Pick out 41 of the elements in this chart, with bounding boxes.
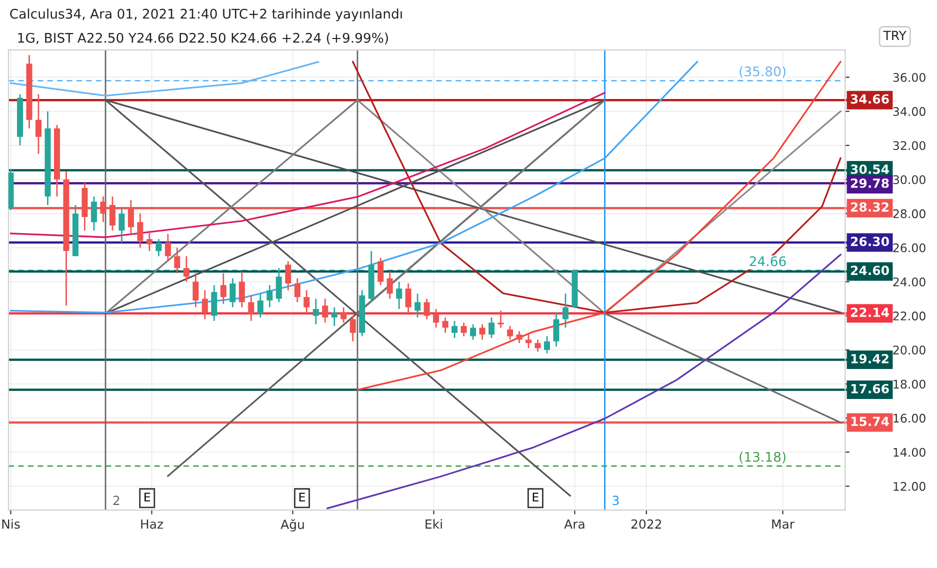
- ref-line-label: 29.78: [850, 178, 889, 188]
- y-tick-label: 16.00: [894, 414, 926, 423]
- ref-line-label: 26.30: [850, 236, 889, 246]
- ref-line-label: 19.42: [851, 354, 888, 364]
- ref-line-label: 28.32: [850, 202, 888, 212]
- x-tick-label: Haz: [141, 519, 164, 529]
- x-tick-label: Ara: [564, 519, 584, 529]
- y-tick-label: 22.00: [893, 312, 926, 320]
- ref-line-label: 2: [113, 496, 120, 505]
- y-tick-label: 14.00: [894, 448, 926, 457]
- x-tick-label: Nis: [2, 519, 20, 529]
- x-tick-label: Mar: [772, 519, 795, 529]
- ref-line-label: 15.74: [851, 416, 889, 426]
- ref-line-label: 34.66: [850, 94, 889, 104]
- annotation: E: [144, 492, 150, 502]
- annotation: E: [299, 492, 305, 502]
- y-tick-label: 28.00: [893, 209, 926, 218]
- y-tick-label: 26.00: [893, 243, 926, 252]
- text: TRY: [883, 30, 906, 40]
- ref-line-label: (35.80): [740, 66, 786, 78]
- x-tick-label: Eki: [426, 519, 442, 529]
- ref-line-label: 30.54: [850, 164, 889, 174]
- chart-title: 1G, BIST A22.50 Y24.66 D22.50 K24.66 +2.24 (+9.99%): [18, 32, 388, 44]
- y-tick-label: 12.00: [894, 482, 926, 491]
- ref-line-label: 24.60: [850, 266, 889, 276]
- x-tick-label: Ağu: [280, 519, 304, 532]
- y-tick-label: 20.00: [893, 346, 926, 355]
- ref-line-label: 17.66: [851, 384, 889, 394]
- ref-line-label: 22.14: [850, 308, 889, 317]
- y-tick-label: 30.00: [893, 175, 926, 184]
- y-tick-label: 34.00: [893, 107, 926, 116]
- x-tick-label: 2022: [631, 519, 662, 529]
- ref-line-label: (13.18): [740, 452, 786, 464]
- text: Calculus34, Ara 01, 2021 21:40 UTC+2 tarihinde yayınlandı: [10, 8, 402, 22]
- y-tick-label: 18.00: [894, 380, 926, 389]
- ref-line-label: 24.66: [750, 256, 786, 266]
- y-tick-label: 36.00: [893, 72, 926, 82]
- ref-line-label: 3: [612, 496, 619, 506]
- y-tick-label: 24.00: [893, 277, 926, 286]
- annotation: E: [532, 492, 538, 502]
- y-tick-label: 32.00: [893, 141, 926, 150]
